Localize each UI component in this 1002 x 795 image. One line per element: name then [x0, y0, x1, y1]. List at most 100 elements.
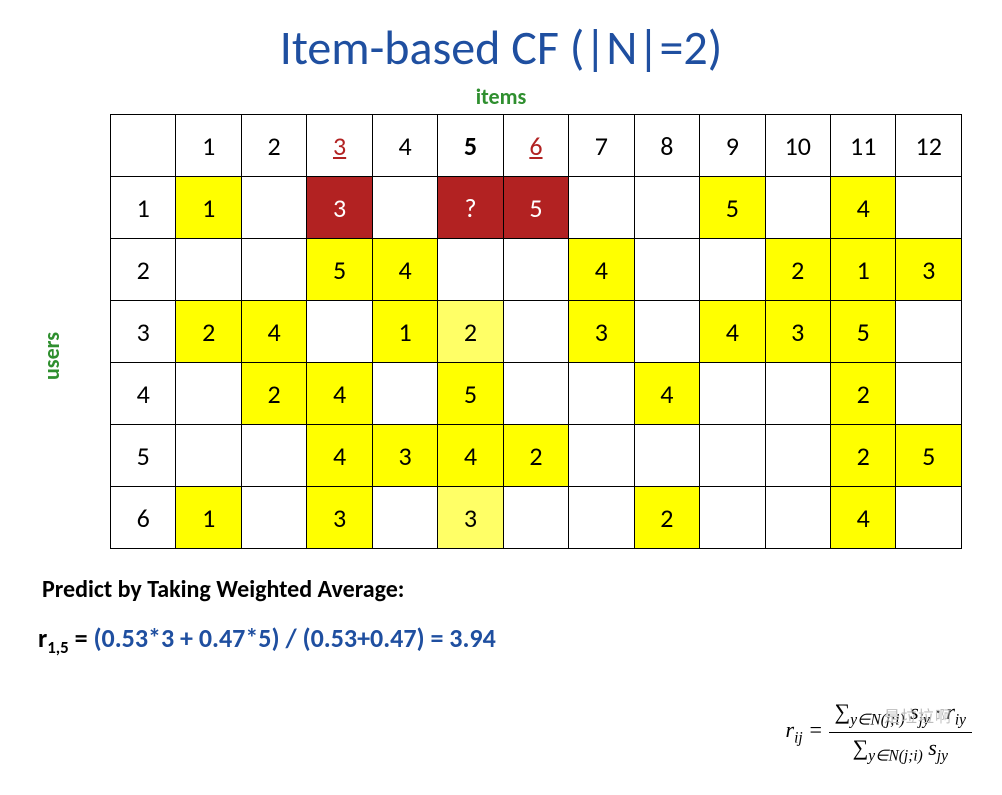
slide-title: Item-based CF (|N|=2) [30, 18, 972, 77]
matrix-cell: 4 [438, 425, 503, 487]
matrix-cell: 5 [438, 363, 503, 425]
ratings-matrix-wrap: 123456789101112113?554254421332412343542… [110, 114, 962, 549]
col-header: 5 [438, 115, 503, 177]
matrix-cell [700, 425, 765, 487]
matrix-cell [634, 425, 699, 487]
matrix-cell: 3 [307, 177, 372, 239]
matrix-cell: 2 [830, 363, 895, 425]
matrix-cell [569, 363, 634, 425]
axis-label-items: items [30, 83, 972, 110]
matrix-cell [896, 487, 962, 549]
matrix-cell [503, 363, 568, 425]
slide: Item-based CF (|N|=2) items users 123456… [0, 0, 1002, 795]
matrix-cell: 5 [896, 425, 962, 487]
formula-rhs: (0.53*3 + 0.47*5) / (0.53+0.47) = 3.94 [93, 622, 495, 654]
matrix-cell: 1 [830, 239, 895, 301]
matrix-cell [896, 301, 962, 363]
matrix-cell [241, 239, 306, 301]
matrix-cell [896, 177, 962, 239]
matrix-cell: 2 [438, 301, 503, 363]
matrix-cell [307, 301, 372, 363]
matrix-cell: 2 [176, 301, 241, 363]
matrix-cell: 5 [830, 301, 895, 363]
matrix-cell: 2 [634, 487, 699, 549]
row-header: 3 [111, 301, 176, 363]
matrix-cell: 4 [307, 425, 372, 487]
weighted-average-formula: r1,5 = (0.53*3 + 0.47*5) / (0.53+0.47) =… [38, 622, 972, 658]
matrix-cell: 4 [307, 363, 372, 425]
col-header: 8 [634, 115, 699, 177]
matrix-cell: 3 [896, 239, 962, 301]
matrix-cell: 1 [176, 487, 241, 549]
matrix-cell: 1 [372, 301, 437, 363]
matrix-cell: ? [438, 177, 503, 239]
matrix-cell: 2 [830, 425, 895, 487]
matrix-cell [503, 487, 568, 549]
matrix-cell [176, 239, 241, 301]
col-header: 2 [241, 115, 306, 177]
matrix-cell [503, 301, 568, 363]
matrix-cell: 3 [438, 487, 503, 549]
watermark: 是垃垃啊 [884, 703, 952, 727]
row-header: 5 [111, 425, 176, 487]
ratings-matrix: 123456789101112113?554254421332412343542… [110, 114, 962, 549]
matrix-cell: 4 [241, 301, 306, 363]
matrix-cell: 4 [830, 487, 895, 549]
matrix-cell [438, 239, 503, 301]
col-header: 1 [176, 115, 241, 177]
col-header: 6 [503, 115, 568, 177]
matrix-cell [634, 239, 699, 301]
matrix-cell [634, 301, 699, 363]
matrix-cell [176, 425, 241, 487]
col-header: 11 [830, 115, 895, 177]
matrix-cell [503, 239, 568, 301]
matrix-cell: 5 [503, 177, 568, 239]
matrix-cell: 4 [700, 301, 765, 363]
matrix-cell [372, 363, 437, 425]
matrix-cell: 3 [307, 487, 372, 549]
matrix-cell: 4 [634, 363, 699, 425]
matrix-cell [569, 177, 634, 239]
matrix-cell [241, 177, 306, 239]
matrix-cell [896, 363, 962, 425]
matrix-cell [700, 487, 765, 549]
matrix-cell [634, 177, 699, 239]
matrix-cell [700, 239, 765, 301]
matrix-cell: 1 [176, 177, 241, 239]
matrix-cell: 2 [503, 425, 568, 487]
matrix-cell [241, 425, 306, 487]
formula-lhs-r: r [38, 622, 47, 654]
matrix-cell [765, 177, 830, 239]
row-header: 1 [111, 177, 176, 239]
predict-label: Predict by Taking Weighted Average: [42, 575, 972, 604]
matrix-cell [765, 363, 830, 425]
matrix-cell [569, 487, 634, 549]
matrix-cell: 3 [569, 301, 634, 363]
matrix-cell [241, 487, 306, 549]
matrix-cell: 5 [700, 177, 765, 239]
col-header: 4 [372, 115, 437, 177]
matrix-cell: 4 [372, 239, 437, 301]
matrix-cell [372, 177, 437, 239]
matrix-cell: 3 [372, 425, 437, 487]
matrix-cell [765, 487, 830, 549]
matrix-cell [372, 487, 437, 549]
row-header: 2 [111, 239, 176, 301]
formula-eq: = [69, 622, 94, 654]
matrix-cell: 5 [307, 239, 372, 301]
matrix-cell [176, 363, 241, 425]
matrix-cell [569, 425, 634, 487]
axis-label-users: users [38, 332, 65, 380]
eq-denominator: ∑y∈N(j;i) sjy [829, 733, 972, 765]
matrix-cell: 4 [569, 239, 634, 301]
col-header: 10 [765, 115, 830, 177]
row-header: 4 [111, 363, 176, 425]
matrix-cell [700, 363, 765, 425]
col-header: 7 [569, 115, 634, 177]
col-header: 3 [307, 115, 372, 177]
matrix-cell: 4 [830, 177, 895, 239]
matrix-cell [765, 425, 830, 487]
eq-lhs: rij = [786, 717, 829, 742]
matrix-cell: 2 [241, 363, 306, 425]
formula-lhs-sub: 1,5 [47, 637, 68, 658]
